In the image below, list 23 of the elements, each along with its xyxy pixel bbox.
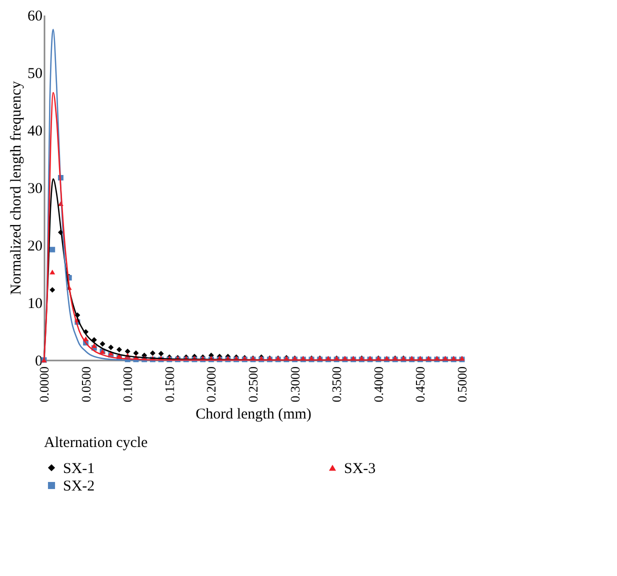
x-tick-label: 0.1500 bbox=[162, 366, 177, 402]
y-tick-label: 10 bbox=[28, 296, 42, 312]
x-tick-label: 0.4000 bbox=[370, 366, 386, 402]
y-axis-title: Normalized chord length frequency bbox=[8, 80, 24, 295]
x-tick-label: 0.5000 bbox=[454, 366, 470, 402]
x-tick-label: 0.4500 bbox=[412, 366, 428, 402]
legend-label: SX-2 bbox=[63, 478, 95, 494]
y-tick-label: 50 bbox=[28, 66, 42, 82]
x-tick-label: 0.3000 bbox=[287, 366, 302, 402]
x-tick-label: 0.1000 bbox=[120, 366, 136, 402]
x-tick-label: 0.0500 bbox=[78, 366, 94, 402]
x-axis-title: Chord length (mm) bbox=[196, 406, 312, 422]
legend-label: SX-3 bbox=[344, 460, 376, 477]
y-tick-label: 20 bbox=[28, 238, 42, 254]
y-tick-label: 60 bbox=[28, 8, 42, 24]
x-tick-label: 0.0000 bbox=[36, 366, 52, 402]
x-tick-label: 0.3500 bbox=[329, 366, 344, 402]
x-tick-label: 0.2500 bbox=[246, 366, 260, 402]
legend-title: Alternation cycle bbox=[44, 435, 148, 451]
y-tick-label: 40 bbox=[28, 124, 42, 140]
x-tick-label: 0.2000 bbox=[204, 366, 219, 402]
legend-label: SX-1 bbox=[63, 460, 95, 477]
y-tick-label: 30 bbox=[28, 181, 42, 197]
